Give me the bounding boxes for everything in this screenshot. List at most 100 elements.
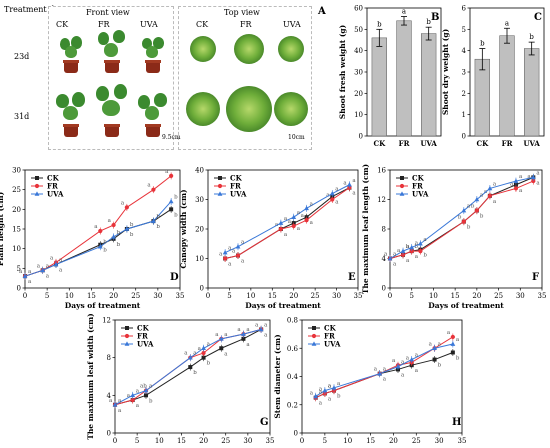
significance-letter-f: a [493,199,497,205]
x-tick-label-g: 10 [155,437,164,445]
category-label-c: UVA [523,139,540,148]
x-tick-label-e: 5 [227,292,231,300]
significance-letter-h: a [383,377,387,383]
y-tick-label-e: 40 [195,167,204,175]
rosette-photo-uva-23d [278,36,304,62]
x-tick-label-d: 10 [65,292,74,300]
point-g-uva [112,402,118,407]
x-tick-label-e: 15 [268,292,277,300]
x-tick-label-g: 5 [135,437,139,445]
panel-letter-e: E [348,272,356,283]
x-tick-label-f: 30 [516,292,525,300]
y-tick-label-c: 2 [462,90,466,98]
x-tick-label-g: 30 [243,437,252,445]
significance-letter-h: a [383,367,387,373]
point-h-uva [409,356,415,362]
panel-letter-g: G [260,417,269,428]
point-g-ck [144,393,148,398]
point-legend-d [35,176,39,180]
x-tick-label-h: 35 [458,437,467,445]
y-tick-label-d: 30 [12,167,21,175]
point-legend-g [124,333,130,339]
point-g-ck [241,336,246,341]
point-g-uva [201,345,206,351]
significance-letter-g: a [224,332,228,338]
treatment-days-label: Treatment days [4,5,68,14]
point-f-fr [461,219,466,224]
significance-letter-c: b [529,33,534,41]
significance-letter-d: a [28,269,32,275]
significance-letter-h: a [310,391,314,397]
significance-letter-d: b [174,194,178,200]
point-h-uva [432,345,437,351]
point-g-ck [188,365,193,370]
point-legend-f [399,191,405,196]
point-f-uva [530,174,536,180]
legend-label-e: FR [230,182,241,191]
y-tick-label-b: 60 [354,5,363,13]
significance-letter-d: a [46,263,50,269]
point-g-uva [187,355,193,360]
front-view-title: Front view [86,8,130,17]
category-label-c: FR [502,139,513,148]
point-h-uva [377,371,383,376]
significance-letter-g: ab [140,384,147,390]
point-legend-f [399,183,405,189]
point-g-fr [201,350,206,356]
x-tick-label-h: 10 [343,437,352,445]
significance-letter-e: a [335,187,339,193]
significance-letter-h: b [438,363,442,369]
x-tick-label-d: 25 [131,292,140,300]
bar-b [396,20,412,137]
significance-letter-f: a [519,174,523,180]
point-h-uva [322,388,328,393]
x-tick-label-e: 25 [311,292,320,300]
significance-letter-g: a [207,341,211,347]
x-tick-label-f: 35 [538,292,547,300]
significance-letter-d: a [165,169,169,175]
significance-letter-f: a [415,254,419,260]
significance-letter-h: b [337,394,341,400]
significance-letter-h: a [337,381,341,387]
significance-letter-e: a [284,216,288,222]
x-tick-label-f: 10 [429,292,438,300]
x-tick-label-g: 20 [199,437,208,445]
y-tick-label-h: 0.8 [287,317,298,325]
bar-c [524,48,540,137]
significance-letter-g: a [198,346,202,352]
significance-letter-g: a [118,408,122,414]
significance-letter-e: a [335,200,339,206]
significance-letter-f: a [493,181,497,187]
significance-letter-d: a [19,269,23,275]
significance-letter-h: a [456,337,460,343]
point-g-ck [219,346,224,351]
x-tick-label-f: 0 [388,292,392,300]
rosette-photo-uva-31d [274,92,308,126]
point-d-uva [124,226,130,231]
point-legend-h [311,341,317,346]
point-h-fr [450,334,455,340]
bar-b [421,33,437,137]
legend-label-e: UVA [230,190,247,199]
point-f-uva [487,185,493,191]
group-label-fr-front: FR [98,20,110,29]
x-tick-label-d: 35 [176,292,185,300]
x-tick-label-d: 20 [109,292,118,300]
point-legend-g [124,341,130,346]
significance-letter-e: a [301,213,305,219]
point-e-fr [223,256,228,261]
legend-label-h: FR [324,332,335,341]
significance-letter-f: a [384,252,388,258]
significance-letter-h: a [438,341,442,347]
significance-letter-g: b [149,398,153,404]
significance-letter-f: b [458,215,462,221]
significance-letter-c: a [505,19,509,27]
significance-letter-e: a [232,249,236,255]
legend-label-g: CK [137,324,150,333]
significance-letter-d: b [117,242,121,248]
point-e-uva [329,191,335,196]
x-tick-label-d: 0 [23,292,27,300]
panel-letter-f: F [532,272,539,283]
x-axis-label-f: Days of treatment [428,301,504,310]
point-d-fr [124,205,129,210]
